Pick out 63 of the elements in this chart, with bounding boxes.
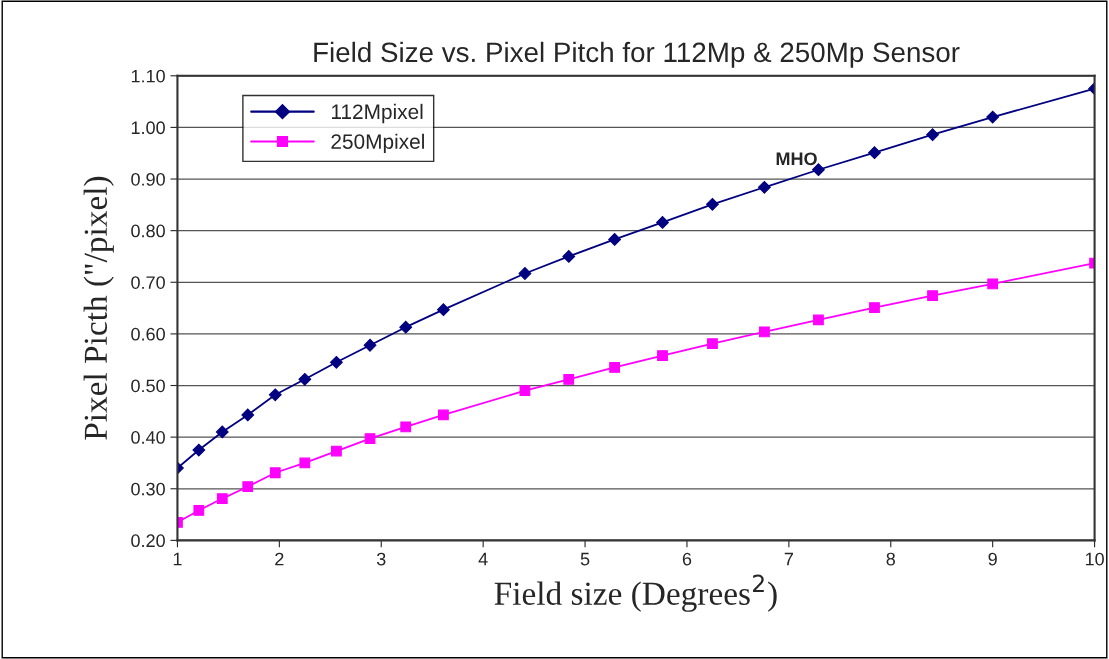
point	[519, 385, 531, 397]
point	[437, 303, 450, 317]
point	[758, 180, 771, 194]
point	[562, 250, 576, 263]
point	[609, 362, 620, 373]
point	[193, 505, 205, 516]
point	[868, 146, 881, 160]
annotation: MHO	[776, 152, 817, 166]
y-tick-label: 1.10	[131, 69, 165, 83]
point	[330, 355, 343, 369]
y-tick-label: 0.50	[131, 379, 165, 393]
point	[987, 278, 999, 290]
y-tick-label: 0.40	[131, 431, 165, 444]
point	[192, 443, 206, 457]
point	[706, 197, 719, 211]
point	[438, 409, 449, 421]
point	[986, 110, 1000, 124]
x-tick-label: 6	[682, 552, 692, 566]
point	[399, 320, 413, 334]
x-axis-title: Field size (Degrees$^{2}$)	[494, 574, 777, 612]
point	[215, 425, 229, 439]
legend-label: 112Mpixel	[331, 103, 423, 124]
point	[707, 338, 718, 350]
x-tick-label: 1	[173, 552, 182, 566]
point	[813, 314, 824, 326]
x-tick-label: 7	[784, 552, 793, 566]
point	[608, 233, 622, 246]
x-tick-label: 10	[1085, 552, 1104, 566]
x-tick-label: 3	[376, 552, 386, 566]
point	[298, 372, 312, 386]
y-tick-label: 0.80	[131, 224, 165, 238]
y-tick-label: 0.60	[131, 327, 165, 341]
point	[563, 373, 575, 385]
chart-title: Field Size vs. Pixel Pitch for 112Mp & 250Mp Sensor	[314, 41, 960, 68]
y-tick-label: 0.30	[131, 482, 165, 496]
x-tick-label: 2	[275, 552, 284, 566]
y-tick-label: 0.90	[131, 172, 165, 186]
y-tick-label: 0.70	[131, 276, 165, 289]
point	[242, 481, 254, 493]
point	[518, 267, 532, 280]
point	[299, 457, 311, 469]
y-tick-label: 1.00	[131, 121, 165, 135]
x-tick-label: 4	[478, 552, 488, 566]
point	[927, 290, 938, 302]
point	[363, 338, 377, 352]
x-tick-label: 5	[580, 552, 590, 566]
point	[656, 215, 669, 229]
point	[657, 350, 668, 361]
point	[869, 302, 880, 313]
point	[241, 408, 255, 422]
x-tick-label: 8	[886, 552, 896, 566]
point	[331, 445, 342, 457]
point	[216, 493, 228, 504]
y-axis-title: Pixel Picth ("/pixel)	[83, 176, 114, 440]
point	[268, 388, 282, 402]
legend-label: 250Mpixel	[331, 133, 424, 154]
point	[364, 433, 376, 445]
point	[269, 467, 281, 479]
point	[926, 128, 939, 142]
x-tick-label: 9	[988, 552, 997, 566]
point	[400, 421, 412, 433]
point	[759, 326, 770, 338]
y-tick-label: 0.20	[131, 534, 165, 548]
